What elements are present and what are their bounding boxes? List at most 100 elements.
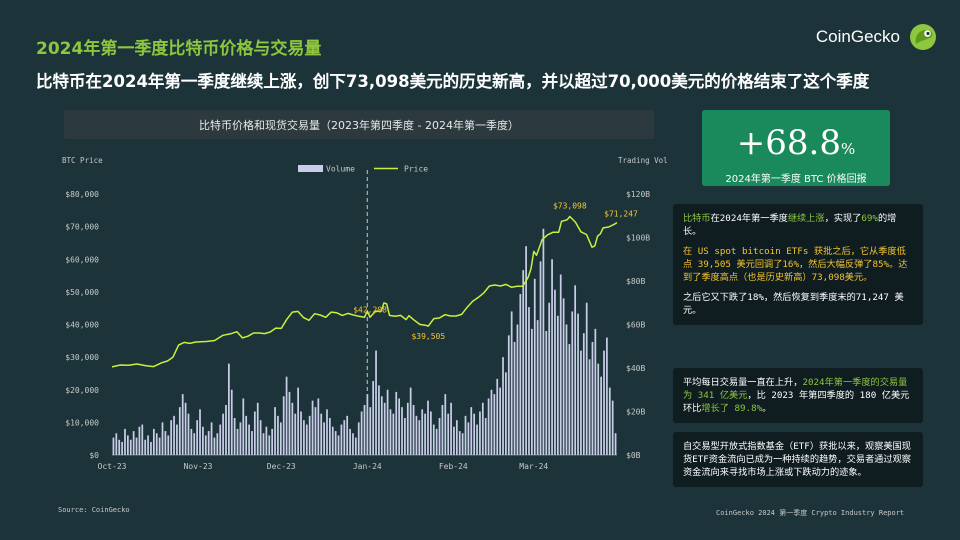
page-headline: 比特币在2024年第一季度继续上涨，创下73,098美元的历史新高，并以超过70… (36, 72, 870, 91)
gecko-icon (910, 24, 936, 50)
volume-bar (415, 415, 418, 455)
volume-bar (173, 415, 175, 455)
volume-bar (476, 424, 478, 455)
volume-bar (305, 424, 308, 455)
left-axis-ticks: $0 $10,000 $20,000 $30,000 $40,000 $50,000 $60… (65, 190, 99, 460)
volume-bar (190, 428, 193, 455)
volume-bar (317, 398, 320, 455)
volume-bar (360, 411, 363, 455)
left-tick-label: $60,000 (65, 255, 99, 264)
report-name: CoinGecko 2024 第一季度 Crypto Industry Repo… (716, 509, 905, 517)
volume-bar (248, 424, 250, 455)
volume-bar (349, 428, 351, 455)
volume-bar (202, 426, 204, 455)
volume-bar (115, 433, 118, 455)
volume-bar (291, 402, 294, 455)
volume-bar (334, 431, 337, 455)
volume-bar (300, 411, 302, 455)
volume-bar (282, 396, 285, 455)
note-text: 自交易型开放式指数基金（ETF）获批以来，观察美国现货ETF资金流向已成为一种持… (683, 441, 911, 478)
volume-bar (585, 302, 588, 455)
volume-bar (542, 228, 545, 455)
volume-bar (204, 435, 207, 455)
volume-bar (409, 387, 412, 455)
right-tick-label: $20B (626, 408, 645, 417)
volume-bar (487, 398, 490, 455)
q1-return-card: +68.8% 2024年第一季度 BTC 价格回报 (702, 110, 890, 186)
price-annotation: $73,098 (553, 202, 587, 211)
volume-bar (386, 389, 389, 455)
price-series-line (111, 215, 618, 368)
x-tick-label: Dec-23 (267, 462, 296, 471)
volume-bar (464, 415, 467, 455)
note-text: 在2024年第一季度 (710, 213, 788, 224)
volume-bar (421, 409, 424, 455)
note-text: 2024年第一季度的交易量为 341 亿美元 (683, 377, 908, 401)
volume-bar (340, 424, 343, 455)
volume-bar (219, 424, 222, 455)
volume-bar (144, 439, 147, 455)
volume-bar (118, 439, 121, 455)
note-text: 平均每日交易量一直在上升， (683, 377, 803, 388)
price-annotations: $42,208 $39,505 $73,098 $71,247 (353, 202, 638, 342)
volume-bar (308, 415, 311, 455)
volume-bar (522, 270, 525, 455)
right-axis-ticks: $0B $20B $40B $60B $80B $100B $120B (626, 190, 650, 460)
x-tick-label: Nov-23 (184, 462, 213, 471)
volume-bar (184, 402, 187, 455)
left-tick-label: $80,000 (65, 190, 99, 199)
volume-bar (329, 418, 331, 455)
volume-bar (565, 324, 568, 455)
left-tick-label: $10,000 (65, 418, 99, 427)
volume-bar (279, 422, 282, 455)
volume-bar (412, 404, 415, 455)
volume-bar (528, 307, 530, 455)
volume-bar (141, 424, 144, 455)
right-tick-label: $0B (626, 451, 641, 460)
right-tick-label: $60B (626, 321, 645, 330)
volume-bar (380, 396, 383, 455)
legend-price-label: Price (404, 165, 428, 174)
volume-bar (516, 324, 519, 455)
volume-bar (447, 413, 450, 455)
volume-bar (430, 411, 432, 455)
volume-bar (525, 246, 527, 455)
volume-bars (112, 228, 617, 455)
volume-bar (470, 407, 473, 455)
volume-bar (230, 389, 233, 455)
volume-bar (129, 439, 132, 455)
volume-bar (490, 389, 493, 455)
legend-volume-swatch (298, 165, 323, 172)
volume-bar (608, 387, 611, 455)
volume-bar (233, 418, 236, 455)
chart-title: 比特币价格和现货交易量（2023年第四季度 - 2024年第一季度） (64, 110, 654, 139)
note-text: 的增长。 (683, 213, 897, 237)
volume-bar (303, 420, 305, 455)
note-text: 。 (762, 403, 772, 414)
volume-bar (369, 407, 372, 455)
volume-bar (155, 433, 158, 455)
volume-bar (147, 435, 149, 455)
volume-bar (562, 298, 565, 455)
volume-bar (606, 337, 608, 455)
volume-bar (288, 391, 291, 455)
volume-bar (253, 411, 256, 455)
volume-bar (484, 418, 487, 455)
volume-bar (378, 385, 380, 455)
volume-bar (375, 350, 377, 455)
volume-bar (536, 320, 539, 455)
volume-bar (121, 441, 123, 455)
volume-bar (401, 407, 403, 455)
volume-bar (481, 402, 484, 455)
volume-bar (435, 428, 438, 455)
volume-bar (568, 344, 571, 455)
volume-bar (395, 391, 398, 455)
left-axis-label: BTC Price (62, 156, 103, 165)
volume-bar (611, 400, 614, 455)
volume-bar (479, 411, 481, 455)
note-text: 增长了 89.8% (701, 403, 763, 414)
right-tick-label: $40B (626, 364, 645, 373)
volume-bar (170, 420, 173, 455)
x-tick-label: Feb-24 (439, 462, 468, 471)
volume-bar (178, 407, 181, 455)
